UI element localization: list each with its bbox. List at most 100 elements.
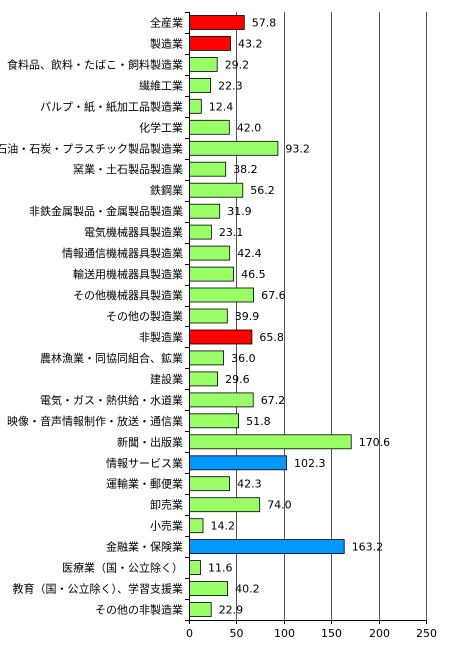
- category-label-24: 小売業: [150, 520, 183, 533]
- value-label-16: 36.0: [231, 352, 256, 365]
- value-label-21: 102.3: [294, 457, 326, 470]
- bar-11: [189, 245, 231, 261]
- bar-10: [189, 224, 212, 240]
- category-label-22: 運輸業・郵便業: [106, 477, 183, 491]
- bar-12: [189, 266, 234, 282]
- value-label-5: 42.0: [237, 121, 261, 134]
- x-tick-label-200: 200: [369, 627, 390, 640]
- category-label-27: 教育（国・公立除く）、学習支援業: [13, 582, 184, 596]
- bar-17: [189, 371, 219, 387]
- value-label-9: 31.9: [227, 205, 252, 218]
- category-label-9: 非鉄金属製品・金属製品製造業: [29, 204, 183, 218]
- value-label-2: 29.2: [225, 58, 250, 71]
- x-tick-label-250: 250: [416, 627, 437, 640]
- category-label-7: 窯業・土石製品製造業: [73, 162, 183, 176]
- category-label-10: 電気機械器具製造業: [84, 225, 183, 239]
- value-label-20: 170.6: [359, 436, 391, 449]
- value-label-4: 12.4: [209, 100, 234, 113]
- x-tick-label-0: 0: [186, 627, 193, 640]
- bar-7: [189, 161, 227, 177]
- value-label-24: 14.2: [211, 520, 236, 533]
- category-label-16: 農林漁業・同協同組合、鉱業: [40, 351, 183, 365]
- category-label-8: 鉄鋼業: [150, 183, 183, 197]
- value-label-10: 23.1: [219, 226, 244, 239]
- value-label-15: 65.8: [259, 331, 284, 344]
- category-label-11: 情報通信機械器具製造業: [62, 246, 183, 260]
- category-label-25: 金融業・保険業: [106, 540, 183, 554]
- category-label-19: 映像・音声情報制作・放送・通信業: [7, 414, 183, 428]
- category-label-23: 卸売業: [150, 498, 183, 512]
- value-label-19: 51.8: [246, 415, 271, 428]
- value-label-3: 22.3: [218, 79, 243, 92]
- value-label-12: 46.5: [241, 268, 266, 281]
- bar-16: [189, 350, 224, 366]
- value-label-17: 29.6: [225, 373, 250, 386]
- bars: [189, 15, 352, 617]
- value-label-18: 67.2: [261, 394, 286, 407]
- value-label-26: 11.6: [208, 562, 233, 575]
- category-label-28: その他の非製造業: [95, 603, 183, 617]
- bar-26: [189, 560, 201, 575]
- value-label-25: 163.2: [352, 541, 384, 554]
- category-label-17: 建設業: [150, 372, 183, 386]
- bar-2: [189, 57, 218, 72]
- category-label-20: 新聞・出版業: [117, 435, 183, 449]
- bar-28: [189, 602, 212, 617]
- value-labels: 57.8 43.2 29.2 22.3 12.442.0 93.2 38.2 56.2 31.9…: [208, 17, 390, 617]
- bar-19: [189, 413, 239, 429]
- category-label-4: パルプ・紙・紙加工品製造業: [40, 99, 183, 113]
- value-label-8: 56.2: [250, 184, 274, 197]
- category-label-15: 非製造業: [139, 330, 183, 344]
- bar-22: [189, 476, 230, 492]
- category-label-18: 電気・ガス・熱供給・水道業: [40, 393, 183, 407]
- category-label-6: 石油・石炭・プラスチック製品製造業: [0, 141, 183, 155]
- x-tick-labels: 0 50 100 150 200 250: [186, 627, 437, 640]
- x-tick-label-50: 50: [230, 627, 244, 640]
- category-label-5: 化学工業: [139, 120, 183, 134]
- grid-lines: [236, 12, 427, 620]
- value-label-22: 42.3: [237, 478, 262, 491]
- bar-23: [189, 497, 261, 513]
- value-label-6: 93.2: [285, 142, 310, 155]
- category-label-0: 全産業: [150, 16, 183, 30]
- bar-20: [189, 434, 352, 450]
- value-label-13: 67.6: [261, 289, 286, 302]
- category-label-1: 製造業: [150, 36, 183, 50]
- value-label-11: 42.4: [237, 247, 262, 260]
- category-label-14: その他の製造業: [106, 309, 183, 323]
- bar-24: [189, 518, 204, 534]
- bar-27: [189, 581, 228, 596]
- bar-0: [189, 15, 245, 30]
- value-label-7: 38.2: [233, 163, 258, 176]
- bar-15: [189, 329, 253, 345]
- value-label-0: 57.8: [252, 17, 276, 30]
- bar-4: [189, 98, 202, 114]
- bar-25: [189, 539, 345, 554]
- value-label-14: 39.9: [235, 310, 259, 323]
- bar-1: [189, 36, 231, 51]
- bar-6: [189, 140, 279, 156]
- x-tick-label-100: 100: [274, 627, 295, 640]
- bar-8: [189, 182, 244, 198]
- axes: [185, 12, 427, 624]
- bar-14: [189, 308, 228, 324]
- bar-13: [189, 287, 254, 303]
- value-label-27: 40.2: [235, 583, 260, 596]
- value-label-23: 74.0: [267, 499, 292, 512]
- category-label-21: 情報サービス業: [106, 457, 183, 470]
- category-label-26: 医療業（国・公立除く）: [62, 561, 183, 575]
- bar-21: [189, 455, 287, 471]
- x-tick-label-150: 150: [321, 627, 342, 640]
- category-label-13: その他機械器具製造業: [73, 288, 183, 302]
- bar-3: [189, 78, 212, 93]
- bar-5: [189, 119, 230, 135]
- category-label-3: 繊維工業: [139, 79, 183, 92]
- category-labels: 全産業製造業食料品、飲料・たばこ・飼料製造業繊維工業パルプ・紙・紙加工品製造業化…: [0, 16, 183, 617]
- category-label-12: 輸送用機械器具製造業: [73, 267, 183, 281]
- bar-18: [189, 392, 254, 408]
- category-label-2: 食料品、飲料・たばこ・飼料製造業: [7, 57, 183, 71]
- value-label-28: 22.9: [219, 604, 244, 617]
- bar-9: [189, 203, 221, 219]
- value-label-1: 43.2: [238, 37, 263, 50]
